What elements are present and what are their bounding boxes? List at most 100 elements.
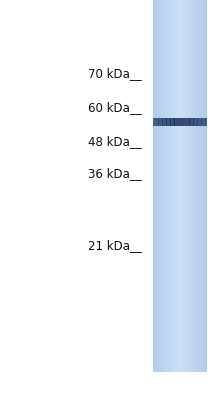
Bar [181,0,182,372]
Bar [170,0,171,372]
Bar [168,118,169,126]
Bar [164,118,165,126]
Bar [157,0,158,372]
Bar [165,0,166,372]
Bar [195,118,196,126]
Bar [161,0,162,372]
Bar [187,0,188,372]
Bar [180,118,181,126]
Bar [183,0,185,372]
Bar [202,118,203,126]
Bar [175,0,176,372]
Bar [173,0,174,372]
Bar [169,0,170,372]
Bar [204,118,206,126]
Bar [203,0,204,372]
Bar [202,0,204,372]
Text: 70 kDa__: 70 kDa__ [88,68,142,80]
Bar [156,0,158,372]
Text: 48 kDa__: 48 kDa__ [88,136,142,148]
Bar [185,0,186,372]
Bar [199,0,200,372]
Bar [197,118,199,126]
Bar [177,0,178,372]
Bar [186,0,187,372]
Bar [167,0,168,372]
Bar [192,118,194,126]
Text: 36 kDa__: 36 kDa__ [88,168,142,180]
Bar [163,0,164,372]
Bar [187,118,188,126]
Bar [188,0,189,372]
Bar [197,0,198,372]
Bar [164,0,165,372]
Bar [156,0,157,372]
Bar [165,0,167,372]
Bar [173,118,175,126]
Bar [180,0,181,372]
Bar [168,0,169,372]
Bar [193,118,195,126]
Bar [154,118,156,126]
Bar [184,118,185,126]
Bar [178,118,180,126]
Bar [171,0,172,372]
Bar [172,0,173,372]
Bar [205,118,207,126]
Bar [161,118,163,126]
Bar [189,0,190,372]
Bar [177,118,179,126]
Bar [195,0,196,372]
Bar [170,118,172,126]
Bar [194,0,195,372]
Bar [205,0,206,372]
Bar [165,118,167,126]
Bar [185,118,187,126]
Bar [153,0,154,372]
Bar [183,118,184,126]
Bar [166,0,167,372]
Bar [172,118,173,126]
Text: 21 kDa__: 21 kDa__ [88,240,142,252]
Bar [158,0,160,372]
Bar [159,0,160,372]
Bar [157,118,159,126]
Bar [181,118,183,126]
Bar [179,0,180,372]
Bar [158,118,160,126]
Bar [183,0,184,372]
Bar [174,0,176,372]
Bar [204,0,205,372]
Bar [155,0,156,372]
Bar [196,0,197,372]
Bar [182,0,183,372]
Bar [202,0,203,372]
Bar [178,0,179,372]
Bar [203,118,204,126]
Bar [176,0,177,372]
Bar [156,118,157,126]
Bar [174,0,175,372]
Bar [192,0,194,372]
Bar [191,0,192,372]
Bar [153,118,154,126]
Bar [199,118,200,126]
Bar [162,0,163,372]
Bar [206,0,207,372]
Bar [193,0,194,372]
Bar [200,0,202,372]
Bar [192,0,193,372]
Bar [191,118,192,126]
Bar [166,118,168,126]
Bar [160,118,161,126]
Bar [190,0,191,372]
Bar [196,118,198,126]
Bar [154,0,155,372]
Text: 60 kDa__: 60 kDa__ [88,102,142,114]
Bar [160,0,161,372]
Bar [184,0,185,372]
Bar [200,118,202,126]
Bar [176,118,177,126]
Bar [162,118,164,126]
Bar [188,118,189,126]
